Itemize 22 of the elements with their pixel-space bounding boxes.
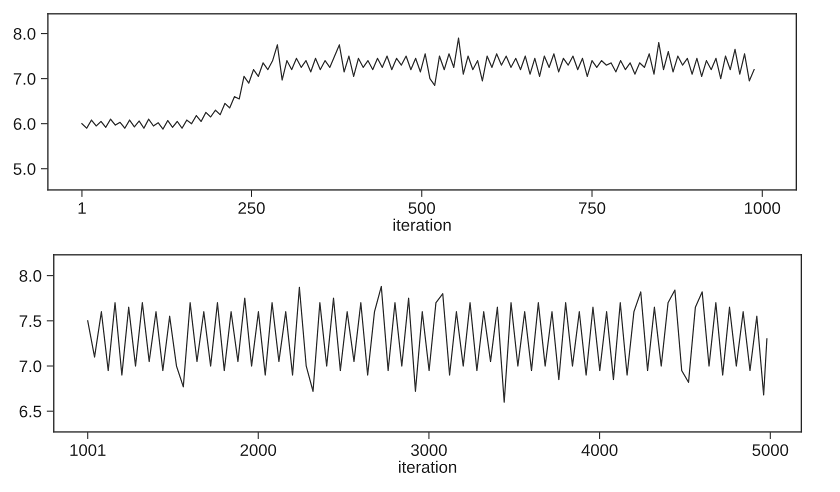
x-tick-label: 250 xyxy=(238,202,265,214)
line-series xyxy=(87,286,768,403)
x-tick-label: 1 xyxy=(78,202,86,214)
x-tick-label: 1000 xyxy=(745,202,780,214)
x-tick-label: 750 xyxy=(578,202,606,214)
x-tick-label: 5000 xyxy=(752,444,788,456)
x-tick-label: 500 xyxy=(408,202,436,214)
line-series xyxy=(81,37,755,130)
y-tick-label: 5.0 xyxy=(14,163,36,175)
y-tick-label: 7.0 xyxy=(20,360,42,372)
x-axis-title: iteration xyxy=(394,218,451,231)
y-tick-label: 6.0 xyxy=(14,118,36,130)
x-axis-title: iteration xyxy=(399,460,456,473)
y-tick-label: 6.5 xyxy=(20,406,42,418)
y-tick-label: 7.5 xyxy=(20,315,42,328)
x-tick-label: 2000 xyxy=(240,444,276,456)
x-tick-label: 3000 xyxy=(411,444,447,456)
y-tick-label: 7.0 xyxy=(14,73,36,85)
x-tick-label: 1001 xyxy=(70,444,106,456)
y-tick-label: 8.0 xyxy=(14,28,36,40)
x-tick-label: 4000 xyxy=(581,444,618,456)
y-tick-label: 8.0 xyxy=(20,270,42,282)
